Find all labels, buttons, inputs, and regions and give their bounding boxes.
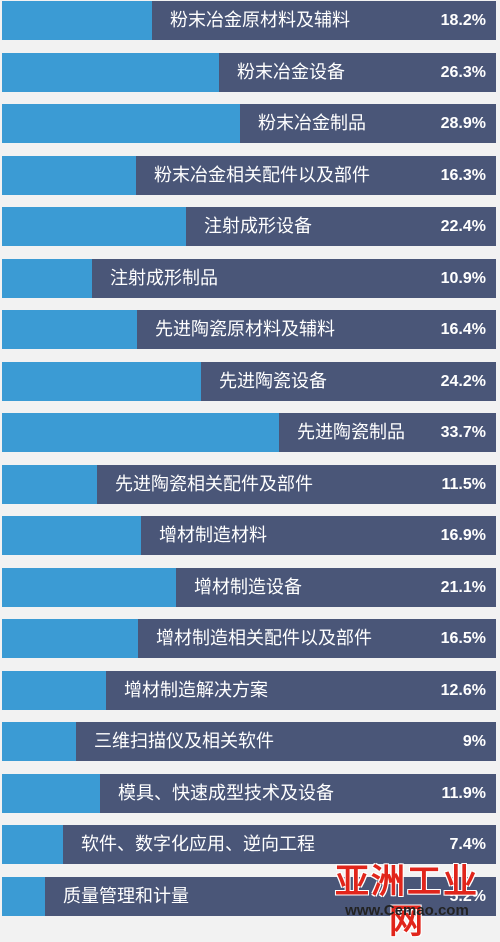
value-label: 16.4% [440,321,486,338]
bar-background [2,825,496,864]
chart-row: 粉末冶金原材料及辅料 18.2% [2,1,496,40]
category-label: 注射成形制品 [110,267,218,289]
chart-row: 增材制造相关配件以及部件 16.5% [2,619,496,658]
value-label: 5.2% [449,887,486,905]
category-label: 先进陶瓷制品 [297,422,405,443]
category-label: 模具、快速成型技术及设备 [118,782,334,804]
category-label: 三维扫描仪及相关软件 [94,731,274,752]
value-label: 33.7% [440,424,486,441]
bar-fill [2,670,106,710]
value-label: 12.6% [440,681,486,699]
category-label: 增材制造解决方案 [124,679,268,701]
chart-row: 质量管理和计量 5.2% [2,876,496,916]
bar-fill [2,207,186,246]
chart-row: 粉末冶金制品 28.9% [2,104,496,143]
category-label: 先进陶瓷设备 [219,370,327,392]
category-label: 软件、数字化应用、逆向工程 [81,834,315,855]
chart-row: 注射成形制品 10.9% [2,258,496,298]
chart-row: 注射成形设备 22.4% [2,207,496,246]
bar-fill [2,516,141,555]
category-label: 质量管理和计量 [63,885,189,907]
bar-fill [2,567,176,607]
bar-fill [2,619,138,658]
bar-fill [2,155,136,195]
chart-row: 增材制造设备 21.1% [2,567,496,607]
chart-row: 模具、快速成型技术及设备 11.9% [2,773,496,813]
bar-fill [2,104,240,143]
category-label: 粉末冶金设备 [237,61,345,83]
category-label: 增材制造相关配件以及部件 [156,628,372,649]
value-label: 11.5% [441,475,486,493]
value-label: 28.9% [440,115,486,132]
bar-fill [2,361,201,401]
value-label: 18.2% [440,12,486,29]
chart-row: 增材制造解决方案 12.6% [2,670,496,710]
category-label: 增材制造材料 [159,525,267,546]
value-label: 21.1% [440,578,486,596]
chart-row: 先进陶瓷相关配件及部件 11.5% [2,464,496,504]
chart-row: 粉末冶金相关配件以及部件 16.3% [2,155,496,195]
value-label: 11.9% [441,784,486,802]
category-label: 先进陶瓷相关配件及部件 [115,473,313,495]
bar-fill [2,258,92,298]
bar-background [2,722,496,761]
category-label: 注射成形设备 [204,216,312,237]
chart-row: 三维扫描仪及相关软件 9% [2,722,496,761]
category-label: 粉末冶金制品 [258,113,366,134]
value-label: 24.2% [440,372,486,390]
bar-fill [2,825,63,864]
category-label: 增材制造设备 [194,576,302,598]
bar-fill [2,722,76,761]
value-label: 16.9% [440,527,486,544]
bar-fill [2,773,100,813]
value-label: 16.3% [440,166,486,184]
value-label: 26.3% [440,63,486,81]
value-label: 16.5% [440,630,486,647]
category-label: 粉末冶金原材料及辅料 [170,10,350,31]
chart-row: 增材制造材料 16.9% [2,516,496,555]
category-label: 先进陶瓷原材料及辅料 [155,319,335,340]
bar-fill [2,876,45,916]
chart-row: 先进陶瓷设备 24.2% [2,361,496,401]
bar-background [2,876,496,916]
chart-row: 软件、数字化应用、逆向工程 7.4% [2,825,496,864]
value-label: 22.4% [440,218,486,235]
value-label: 10.9% [440,269,486,287]
bar-fill [2,413,279,452]
bar-fill [2,1,152,40]
bar-fill [2,464,97,504]
category-label: 粉末冶金相关配件以及部件 [154,164,370,186]
chart-row: 先进陶瓷制品 33.7% [2,413,496,452]
value-label: 9% [462,733,486,750]
bar-fill [2,310,137,349]
chart-row: 先进陶瓷原材料及辅料 16.4% [2,310,496,349]
value-label: 7.4% [449,836,486,853]
chart-row: 粉末冶金设备 26.3% [2,52,496,92]
bar-fill [2,52,219,92]
